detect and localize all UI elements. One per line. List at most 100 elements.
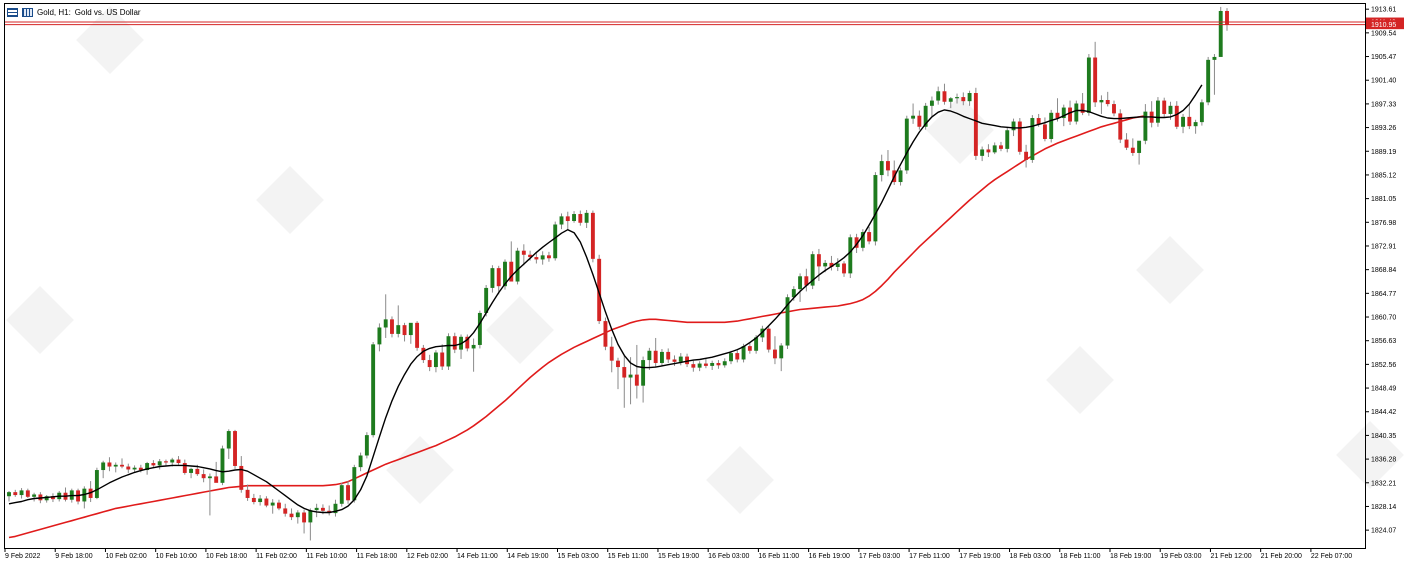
candle-body (1218, 10, 1223, 57)
candle-body (948, 98, 953, 102)
menu-icon[interactable] (7, 7, 18, 17)
y-tick-label: 1844.42 (1371, 409, 1396, 416)
candle-body (182, 463, 187, 473)
candle-body (1143, 111, 1148, 141)
candle-body (703, 363, 708, 366)
candle-body (471, 344, 476, 349)
candle-body (999, 145, 1003, 149)
candle-body (829, 262, 834, 267)
time-axis[interactable]: 9 Feb 2022 9 Feb 18:00 10 Feb 02:00 10 Feb … (4, 548, 1352, 560)
candle-body (641, 360, 646, 386)
current-price-lines (5, 21, 1365, 26)
candle-body (333, 503, 338, 514)
candle-body (339, 485, 344, 504)
candle-body (364, 435, 369, 456)
candle-body (973, 93, 978, 156)
candle-body (685, 356, 690, 365)
candle-body (804, 276, 809, 286)
candle-body (94, 470, 99, 498)
candle-body (371, 344, 376, 436)
chart-symbol: Gold, H1: (37, 7, 71, 17)
y-tick-label: 1889.19 (1371, 149, 1396, 156)
chart-description: Gold vs. US Dollar (74, 7, 141, 17)
candle-body (848, 237, 853, 274)
candle-body (622, 367, 627, 378)
candle-body (25, 490, 30, 497)
candle-body (503, 261, 507, 287)
candle-body (929, 100, 934, 106)
candle-body (967, 93, 972, 102)
candle-body (1206, 59, 1211, 103)
y-tick-label: 1848.49 (1371, 386, 1396, 393)
x-tick-label: 12 Feb 02:00 (407, 553, 448, 560)
candle-body (1199, 102, 1204, 123)
candle-body (917, 115, 922, 127)
candle-body (1112, 104, 1116, 114)
candle-body (1174, 105, 1179, 127)
y-tick-label: 1868.84 (1371, 267, 1396, 274)
candle-body (634, 374, 639, 386)
candle-body (51, 496, 55, 500)
candle-body (1124, 139, 1129, 148)
price-axis[interactable]: 1913.61 1909.54 1905.47 1901.40 1897.33 1893.… (1365, 7, 1404, 535)
x-tick-label: 11 Feb 10:00 (306, 553, 347, 560)
candle-body (427, 360, 432, 368)
x-tick-label: 16 Feb 11:00 (758, 553, 799, 560)
candle-body (1137, 140, 1142, 153)
y-tick-label: 1893.26 (1371, 125, 1396, 132)
ma-slow-line (8, 114, 1146, 539)
watermark-mark (386, 436, 454, 504)
x-tick-label: 18 Feb 03:00 (1010, 553, 1051, 560)
candle-body (1162, 100, 1167, 114)
candle-body (578, 214, 583, 223)
candle-body (823, 262, 828, 267)
candle-body (791, 289, 796, 298)
candle-body (678, 356, 683, 362)
y-tick-label: 1885.12 (1371, 172, 1396, 179)
candle-body (1061, 107, 1066, 119)
y-tick-label: 1876.98 (1371, 220, 1396, 227)
candle-body (955, 97, 959, 99)
candle-body (509, 261, 514, 282)
x-tick-label: 16 Feb 03:00 (708, 553, 749, 560)
candle-body (653, 350, 658, 363)
candle-body (559, 216, 564, 225)
candle-body (277, 502, 281, 509)
candle-body (126, 466, 131, 470)
x-tick-label: 22 Feb 07:00 (1311, 553, 1352, 560)
candle-body (515, 250, 520, 282)
candle-body (835, 263, 840, 267)
candle-body (19, 490, 24, 496)
candle-body (346, 485, 350, 501)
candle-body (729, 353, 733, 362)
candle-body (911, 115, 916, 119)
bid-price-label: 1910.95 (1371, 22, 1396, 29)
candle-body (1193, 122, 1198, 127)
candle-body (697, 363, 702, 368)
y-tick-label: 1897.33 (1371, 101, 1396, 108)
candle-body (245, 489, 250, 498)
watermark-mark (256, 166, 324, 234)
candle-body (553, 224, 558, 259)
candle-body (923, 105, 928, 127)
candle-body (528, 254, 533, 258)
candle-body (628, 374, 633, 378)
x-tick-label: 15 Feb 19:00 (658, 553, 699, 560)
candle-body (195, 468, 200, 475)
candle-body (226, 431, 231, 449)
candle-body (145, 463, 150, 471)
candle-body (496, 268, 501, 287)
candles-layer (7, 6, 1229, 541)
watermark-mark (6, 286, 74, 354)
candle-body (590, 212, 595, 259)
bars-icon[interactable] (22, 7, 33, 17)
candle-body (942, 91, 947, 102)
candle-body (358, 455, 363, 468)
candle-body (383, 319, 388, 328)
watermark-mark (1136, 236, 1204, 304)
candle-body (207, 476, 212, 479)
candle-body (239, 465, 244, 490)
candle-body (540, 255, 545, 260)
